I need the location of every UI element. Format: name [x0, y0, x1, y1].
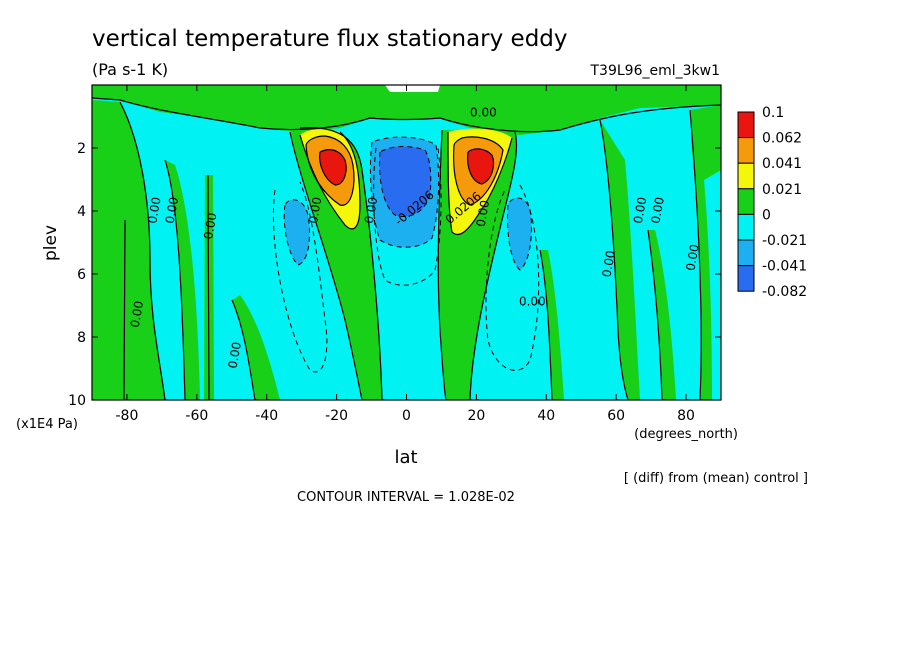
diff-note: [ (diff) from (mean) control ]: [624, 471, 808, 486]
contour-line-2: [299, 127, 383, 401]
contour-fill-23: [385, 85, 440, 92]
legend-swatch: [737, 162, 755, 190]
color-legend: 0.1 0.062 0.041 0.021 0 -0.021 -0.041 -0.082: [737, 105, 807, 300]
contour-label: 0.00: [519, 295, 546, 309]
contour-line-7: [689, 109, 702, 401]
units-label: (Pa s-1 K): [92, 60, 168, 79]
y-tick-label: 6: [77, 267, 86, 283]
contour-fill-17: [319, 149, 347, 185]
contour-fills: [92, 85, 721, 401]
y-axis: 2 4 6 8 10: [68, 141, 721, 409]
y-axis-units: (x1E4 Pa): [16, 417, 78, 432]
y-tick-label: 2: [77, 141, 86, 157]
contour-label: 0.00: [470, 106, 497, 120]
contour-line-14: [164, 159, 186, 401]
x-axis-label: lat: [394, 447, 417, 468]
contour-label: 0.00: [474, 199, 492, 228]
x-tick-label: 60: [607, 408, 625, 424]
contour-line-4: [469, 131, 518, 401]
contour-dashed-6: [485, 184, 540, 371]
contour-dashed-4: [507, 197, 533, 271]
contour-line-16: [539, 249, 553, 401]
contour-label: 0.00: [362, 196, 380, 225]
legend-level-label: 0.041: [762, 156, 802, 172]
x-tick-label: -40: [255, 408, 278, 424]
x-axis-units: (degrees_north): [634, 427, 738, 442]
contour-fill-22: [507, 198, 532, 270]
chart-title: vertical temperature flux stationary edd…: [92, 26, 568, 52]
y-axis-label: plev: [41, 225, 61, 261]
contour-line-17: [647, 229, 663, 401]
legend-level-label: 0.021: [762, 182, 802, 198]
contour-fill-9: [648, 230, 676, 400]
legend-level-label: 0: [762, 207, 771, 223]
x-tick-label: -60: [185, 408, 208, 424]
contour-line-19: [123, 219, 126, 401]
contour-label: 0.00: [163, 196, 181, 225]
contour-label: 0.00: [128, 300, 146, 329]
contour-dashed-5: [272, 181, 328, 373]
contour-dashed-0: [369, 136, 440, 248]
contour-line-12: [319, 149, 347, 186]
x-tick-label: 20: [467, 408, 485, 424]
legend-level-label: -0.021: [762, 233, 807, 249]
contour-line-3: [437, 129, 447, 401]
contour-label: 0.00: [648, 196, 666, 225]
x-tick-label: 80: [677, 408, 695, 424]
x-tick-label: 40: [537, 408, 555, 424]
contour-dashed-3: [283, 199, 311, 266]
contour-line-0: [91, 97, 722, 133]
y-tick-label: 8: [77, 330, 86, 346]
legend-swatch: [737, 188, 755, 215]
legend-level-label: -0.082: [762, 284, 807, 300]
contour-fill-21: [284, 199, 310, 265]
x-tick-label: -80: [116, 408, 139, 424]
contour-fill-8: [600, 120, 640, 400]
contour-line-1: [289, 131, 363, 401]
contour-fill-0: [92, 85, 721, 135]
contour-fill-12: [704, 170, 721, 400]
y-tick-label: 4: [77, 204, 86, 220]
legend-level-label: 0.1: [762, 105, 784, 121]
legend-swatch: [737, 111, 755, 139]
contour-interval: CONTOUR INTERVAL = 1.028E-02: [297, 490, 515, 505]
contour-dashed-1: [379, 146, 432, 217]
legend-swatch: [737, 239, 755, 267]
contour-fill-4: [165, 160, 200, 400]
x-tick-label: -20: [325, 408, 348, 424]
contour-label: 0.00: [631, 196, 649, 225]
contour-line-6: [599, 119, 629, 401]
contour-label: 0.00: [600, 249, 618, 278]
contour-lines: [91, 97, 722, 401]
contour-fill-3: [92, 100, 165, 400]
legend-swatch: [737, 213, 755, 241]
y-tick-label: 10: [68, 393, 86, 409]
x-tick-label: 0: [402, 408, 411, 424]
contour-label: 0.00: [306, 196, 324, 225]
contour-line-10: [305, 135, 355, 206]
contour-line-9: [447, 131, 513, 236]
contour-fill-5: [232, 295, 280, 400]
contour-label: 0.00: [201, 212, 219, 241]
contour-fill-20: [379, 146, 431, 217]
contour-line-13: [467, 148, 495, 185]
x-axis: -80 -60 -40 -20 0 20 40 60 80: [116, 85, 695, 424]
legend-level-label: -0.041: [762, 259, 807, 275]
contour-line-11: [453, 136, 504, 206]
contour-line-5: [119, 101, 166, 401]
contour-fill-18: [467, 148, 494, 184]
contour-label: 0.00: [683, 243, 701, 272]
legend-swatch: [737, 265, 755, 292]
contour-label: 0.00: [145, 196, 163, 225]
run-label: T39L96_eml_3kw1: [590, 63, 721, 79]
plot-area: 0.000.000.00 0.000.000.000.00 0.00 -0.0206 0…: [91, 84, 722, 401]
legend-swatch: [737, 137, 755, 164]
legend-level-label: 0.062: [762, 131, 802, 147]
contour-line-15: [231, 299, 256, 401]
contour-label: 0.00: [226, 341, 244, 370]
contour-line-18: [207, 174, 210, 401]
